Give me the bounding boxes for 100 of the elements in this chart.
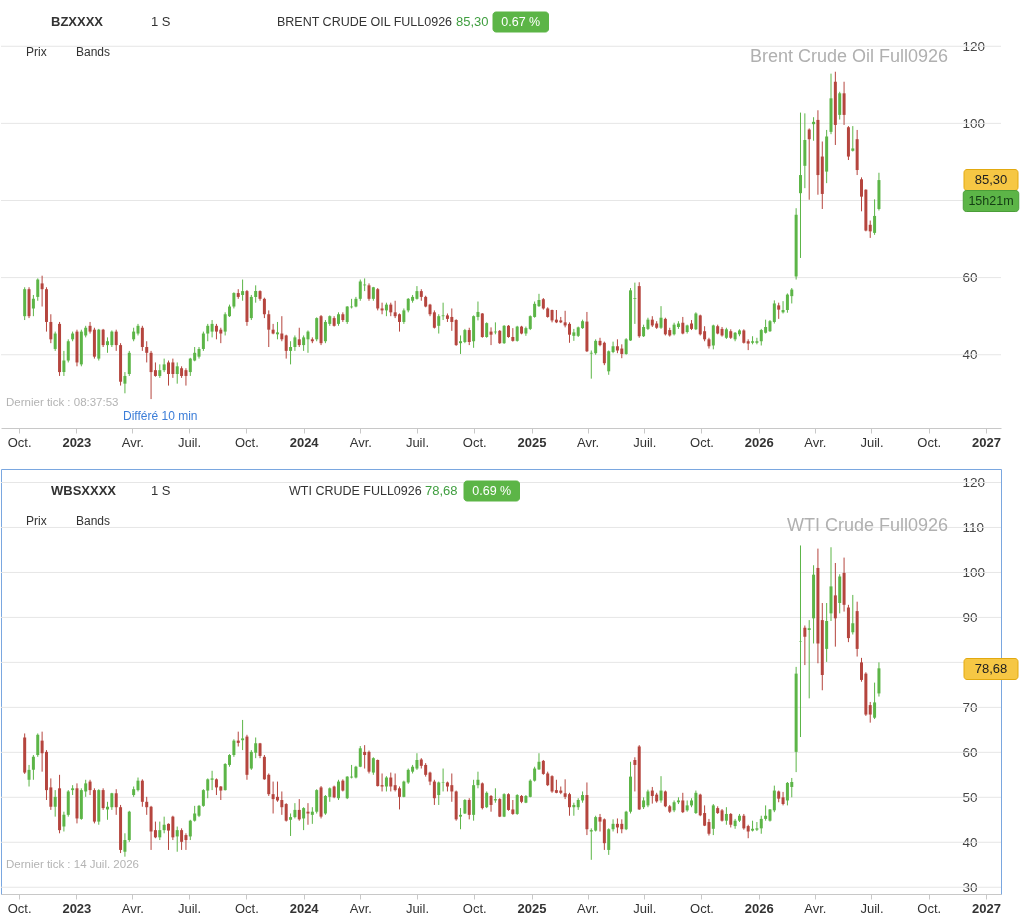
candlestick xyxy=(607,350,611,376)
candlestick xyxy=(31,754,35,781)
annotation: WTI CRUDE FULL0926 xyxy=(289,484,422,498)
annotation: BZXXXX xyxy=(51,14,104,29)
x-tick-label: Juil. xyxy=(177,434,202,450)
candlestick xyxy=(210,319,214,338)
candlestick xyxy=(175,361,179,385)
candlestick xyxy=(659,305,663,330)
y-tick-label: 60 xyxy=(962,270,978,286)
candlestick xyxy=(62,350,66,377)
candlestick xyxy=(441,768,445,792)
annotation: 1 S xyxy=(151,14,171,29)
candlestick xyxy=(772,785,776,813)
x-tick-label: Juil. xyxy=(860,434,884,450)
candlestick xyxy=(123,832,127,858)
x-tick-label: Avr. xyxy=(121,434,144,450)
candlestick xyxy=(537,752,541,771)
candlestick xyxy=(175,826,179,853)
annotation: 78,68 xyxy=(974,661,1008,676)
candlestick xyxy=(781,791,785,806)
x-tick-label: 2023 xyxy=(62,434,92,450)
y-tick-label: 120 xyxy=(962,38,986,54)
annotation: 78,68 xyxy=(425,483,458,498)
text: Brent Crude Oil Full0926 xyxy=(749,46,948,66)
x-tick-label: Avr. xyxy=(349,900,372,916)
x-tick-label: 2026 xyxy=(744,900,774,916)
x-tick-label: 2024 xyxy=(289,900,320,916)
x-tick-label: Juil. xyxy=(633,434,657,450)
candlestick xyxy=(88,779,92,796)
y-tick-label: 110 xyxy=(962,519,985,535)
x-tick-label: 2027 xyxy=(972,900,1001,916)
annotation: 0.67 % xyxy=(501,15,541,29)
x-tick-label: Oct. xyxy=(690,434,714,450)
candlestick xyxy=(681,792,685,814)
candlestick xyxy=(184,832,188,851)
candlestick xyxy=(441,302,445,321)
candlestick xyxy=(851,594,855,635)
y-tick-label: 60 xyxy=(962,744,978,760)
y-tick-label: 30 xyxy=(962,879,978,895)
y-tick-label: 40 xyxy=(962,347,978,363)
candlestick xyxy=(36,732,40,758)
y-tick-label: 50 xyxy=(962,789,978,805)
candlestick xyxy=(602,817,606,851)
candlestick xyxy=(284,802,288,823)
x-tick-label: Avr. xyxy=(349,434,372,450)
candlestick xyxy=(53,789,57,818)
x-tick-label: Juil. xyxy=(633,900,657,916)
candlestick xyxy=(293,802,297,819)
candlestick xyxy=(201,331,205,352)
candlestick xyxy=(315,316,319,342)
candlestick xyxy=(398,312,402,333)
annotation: 85,30 xyxy=(456,14,489,29)
candlestick xyxy=(450,772,454,803)
x-tick-label: 2025 xyxy=(517,900,547,916)
candlestick xyxy=(833,562,837,648)
candlestick xyxy=(249,294,253,321)
candlestick xyxy=(873,682,877,720)
candlestick xyxy=(380,772,384,792)
candlestick xyxy=(158,821,162,841)
candlestick xyxy=(607,827,611,856)
x-tick-label: Oct. xyxy=(234,434,259,450)
candlestick xyxy=(476,771,480,789)
x-tick-label: 2023 xyxy=(62,900,92,916)
y-tick-label: 70 xyxy=(962,699,978,715)
x-tick-label: Oct. xyxy=(7,900,32,916)
candlestick xyxy=(459,807,463,830)
x-tick-label: Oct. xyxy=(917,434,942,450)
candlestick xyxy=(807,619,811,699)
annotation: Dernier tick : 08:37:53 xyxy=(6,396,119,408)
candlestick xyxy=(36,277,40,302)
candlestick xyxy=(358,279,362,302)
candlestick xyxy=(315,788,319,814)
candlestick xyxy=(345,775,349,800)
candlestick xyxy=(851,125,855,153)
annotation: 0.69 % xyxy=(472,484,512,498)
candlestick xyxy=(171,358,175,379)
candlestick xyxy=(302,806,306,831)
candlestick xyxy=(755,821,759,832)
candlestick xyxy=(53,331,57,352)
x-tick-label: 2025 xyxy=(517,434,547,450)
annotation: BRENT CRUDE OIL FULL0926 xyxy=(277,15,453,29)
candlestick xyxy=(297,798,301,822)
candlestick xyxy=(798,112,802,259)
candlestick xyxy=(167,360,171,387)
y-tick-label: 100 xyxy=(962,115,986,131)
candlestick xyxy=(489,326,493,346)
x-tick-label: Juil. xyxy=(177,900,202,916)
candlestick xyxy=(733,818,737,830)
candlestick xyxy=(611,818,615,832)
candlestick xyxy=(31,294,35,317)
annotation: Prix xyxy=(26,514,47,528)
x-tick-label: Avr. xyxy=(576,900,600,916)
candlestick xyxy=(589,350,593,380)
candlestick xyxy=(432,309,436,330)
annotation: 15h21m xyxy=(968,194,1014,208)
candlestick xyxy=(140,778,144,808)
candlestick xyxy=(323,319,327,344)
candlestick xyxy=(336,779,340,801)
candlestick xyxy=(803,625,807,666)
candlestick xyxy=(127,350,131,377)
